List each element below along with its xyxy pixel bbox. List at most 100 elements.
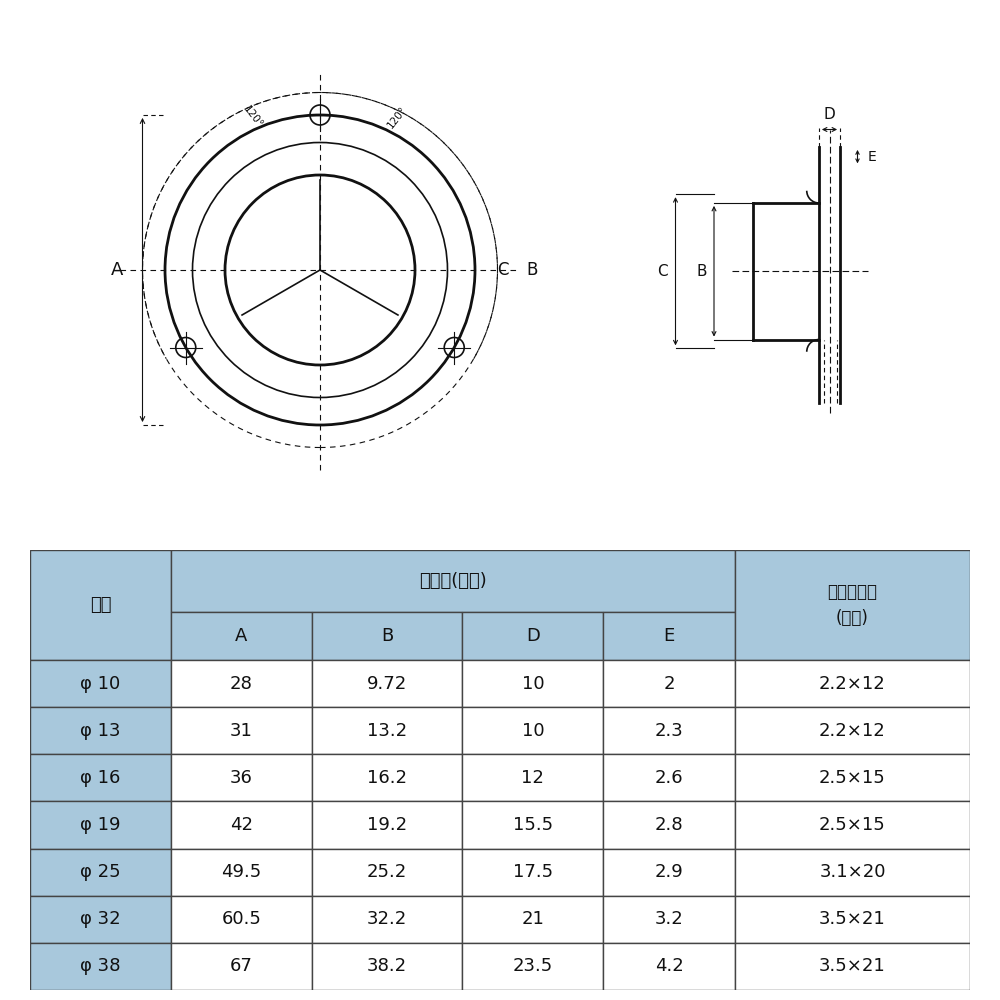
- Text: B: B: [696, 264, 707, 279]
- Bar: [30, 801, 171, 849]
- Text: φ 38: φ 38: [80, 957, 121, 975]
- Bar: [312, 849, 462, 896]
- Text: 2.3: 2.3: [655, 722, 684, 740]
- Text: A: A: [235, 627, 248, 645]
- Bar: [603, 612, 735, 660]
- Bar: [462, 849, 603, 896]
- Bar: [30, 660, 171, 707]
- Bar: [735, 896, 970, 943]
- Text: 42: 42: [230, 816, 253, 834]
- Bar: [735, 943, 970, 990]
- Text: D: D: [824, 107, 835, 122]
- Text: 2: 2: [663, 675, 675, 693]
- Bar: [30, 550, 171, 660]
- Bar: [30, 707, 171, 754]
- Bar: [312, 612, 462, 660]
- Bar: [462, 896, 603, 943]
- Text: 2.9: 2.9: [655, 863, 684, 881]
- Text: 3.5×21: 3.5×21: [819, 957, 886, 975]
- Bar: [603, 943, 735, 990]
- Bar: [30, 754, 171, 801]
- Text: A: A: [111, 261, 124, 279]
- Bar: [312, 943, 462, 990]
- Bar: [30, 849, 171, 896]
- Text: 16.2: 16.2: [367, 769, 407, 787]
- Text: φ 10: φ 10: [80, 675, 121, 693]
- Bar: [462, 801, 603, 849]
- Text: 10: 10: [522, 675, 544, 693]
- Text: φ 13: φ 13: [80, 722, 121, 740]
- Text: B: B: [527, 261, 538, 279]
- Bar: [312, 707, 462, 754]
- Text: 3.2: 3.2: [655, 910, 684, 928]
- Bar: [735, 707, 970, 754]
- Text: 12: 12: [521, 769, 544, 787]
- Bar: [735, 550, 970, 660]
- Text: 3.1×20: 3.1×20: [819, 863, 886, 881]
- Bar: [30, 896, 171, 943]
- Bar: [462, 754, 603, 801]
- Text: 使用ビス径
(ミリ): 使用ビス径 (ミリ): [828, 583, 878, 627]
- Text: 15.5: 15.5: [513, 816, 553, 834]
- Text: 120°: 120°: [241, 105, 264, 130]
- Bar: [735, 660, 970, 707]
- Text: 2.2×12: 2.2×12: [819, 675, 886, 693]
- Text: 10: 10: [522, 722, 544, 740]
- Bar: [462, 943, 603, 990]
- Text: 4.2: 4.2: [655, 957, 684, 975]
- Text: E: E: [664, 627, 675, 645]
- Text: φ 16: φ 16: [80, 769, 121, 787]
- Text: φ 19: φ 19: [80, 816, 121, 834]
- Text: 2.6: 2.6: [655, 769, 684, 787]
- Text: 21: 21: [521, 910, 544, 928]
- Text: 49.5: 49.5: [221, 863, 262, 881]
- Text: C: C: [497, 261, 508, 279]
- Text: 3.5×21: 3.5×21: [819, 910, 886, 928]
- Bar: [312, 801, 462, 849]
- Text: 17.5: 17.5: [513, 863, 553, 881]
- Text: E: E: [867, 150, 876, 164]
- Bar: [603, 707, 735, 754]
- Text: 67: 67: [230, 957, 253, 975]
- Bar: [603, 801, 735, 849]
- Text: 呼称: 呼称: [90, 596, 111, 614]
- Text: 120°: 120°: [386, 105, 409, 130]
- Text: 38.2: 38.2: [367, 957, 407, 975]
- Text: 2.5×15: 2.5×15: [819, 816, 886, 834]
- Text: 13.2: 13.2: [367, 722, 407, 740]
- Bar: [171, 754, 312, 801]
- Bar: [735, 754, 970, 801]
- Text: 2.5×15: 2.5×15: [819, 769, 886, 787]
- Bar: [171, 550, 735, 612]
- Bar: [735, 801, 970, 849]
- Bar: [171, 896, 312, 943]
- Bar: [462, 707, 603, 754]
- Bar: [462, 660, 603, 707]
- Bar: [312, 660, 462, 707]
- Bar: [312, 754, 462, 801]
- Text: 28: 28: [230, 675, 253, 693]
- Bar: [171, 801, 312, 849]
- Text: φ 32: φ 32: [80, 910, 121, 928]
- Bar: [603, 849, 735, 896]
- Text: B: B: [381, 627, 393, 645]
- Bar: [603, 660, 735, 707]
- Text: D: D: [526, 627, 540, 645]
- Text: 25.2: 25.2: [367, 863, 407, 881]
- Bar: [603, 896, 735, 943]
- Bar: [30, 943, 171, 990]
- Bar: [171, 707, 312, 754]
- Text: 2.2×12: 2.2×12: [819, 722, 886, 740]
- Bar: [171, 612, 312, 660]
- Text: 9.72: 9.72: [367, 675, 407, 693]
- Bar: [171, 849, 312, 896]
- Bar: [462, 612, 603, 660]
- Bar: [603, 754, 735, 801]
- Text: 31: 31: [230, 722, 253, 740]
- Text: 32.2: 32.2: [367, 910, 407, 928]
- Text: 23.5: 23.5: [513, 957, 553, 975]
- Text: 19.2: 19.2: [367, 816, 407, 834]
- Bar: [312, 896, 462, 943]
- Bar: [171, 660, 312, 707]
- Text: 60.5: 60.5: [222, 910, 261, 928]
